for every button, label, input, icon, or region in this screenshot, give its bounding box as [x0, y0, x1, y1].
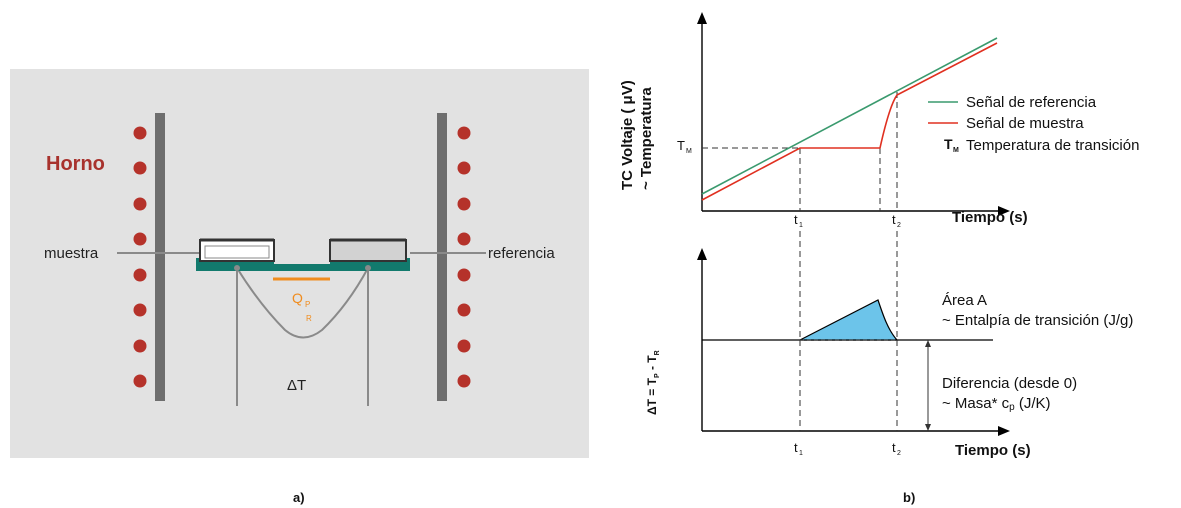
heat-flow-label: Q — [292, 290, 303, 306]
delta-t-label: ΔT — [287, 377, 306, 394]
difference-desc-unit: (J/K) — [1015, 395, 1051, 412]
reference-label: referencia — [488, 245, 555, 262]
bottom-t2-sub: 2 — [897, 450, 901, 457]
heater-dot — [457, 303, 471, 317]
left-heater-dots — [133, 126, 147, 388]
top-legend: Señal de referencia Señal de muestra T M… — [928, 94, 1139, 154]
bottom-ylabel-sub2: R — [654, 350, 661, 355]
heater-dot — [457, 161, 471, 175]
temperature-chart: TC Voltaje ( μV) ~ Temperatura T M t 1 t… — [619, 12, 1139, 229]
heater-dot — [457, 374, 471, 388]
thermocouple-curve — [236, 267, 369, 339]
left-junction — [234, 265, 240, 271]
sample-label: muestra — [44, 245, 99, 262]
top-t1-label: t — [794, 212, 798, 227]
legend-tm-prefix: T — [944, 136, 953, 152]
legend-tm-label: Temperatura de transición — [966, 137, 1139, 154]
top-t2-label: t — [892, 212, 896, 227]
bottom-ylabel-sub1: P — [654, 373, 661, 378]
furnace-label: Horno — [46, 153, 105, 175]
heat-flow-sub-top: P — [305, 300, 310, 309]
bottom-t1-label: t — [794, 440, 798, 455]
bottom-ylabel: ΔT = TP - TR — [645, 350, 661, 415]
top-ylabel-line1: TC Voltaje ( μV) — [619, 80, 636, 190]
legend-tm-prefix-sub: M — [953, 147, 959, 154]
heat-flow-sub-bottom: R — [306, 314, 312, 323]
reference-crucible — [329, 238, 407, 262]
difference-arrow-bottom — [925, 424, 931, 431]
area-description: ~ Entalpía de transición (J/g) — [942, 312, 1133, 329]
top-xlabel: Tiempo (s) — [952, 209, 1028, 226]
legend-reference-label: Señal de referencia — [966, 94, 1097, 111]
difference-title: Diferencia (desde 0) — [942, 375, 1077, 392]
bottom-y-arrow — [697, 248, 707, 260]
caption-a: a) — [293, 490, 305, 505]
transition-peak-area — [799, 299, 899, 341]
right-heater-dots — [457, 126, 471, 388]
top-t2-sub: 2 — [897, 222, 901, 229]
heater-dot — [133, 232, 147, 246]
heater-dot — [133, 161, 147, 175]
heater-dot — [133, 126, 147, 140]
dsc-cell-schematic: Horno muestra referencia Q P R ΔT a) — [10, 69, 589, 505]
top-t1-sub: 1 — [799, 222, 803, 229]
holder-gap — [274, 258, 330, 264]
heater-dot — [133, 339, 147, 353]
caption-b: b) — [903, 490, 915, 505]
heater-dot — [133, 268, 147, 282]
heater-dot — [457, 197, 471, 211]
bottom-t2-label: t — [892, 440, 896, 455]
difference-desc-sub: p — [1009, 402, 1015, 413]
heater-dot — [457, 232, 471, 246]
right-furnace-wall — [437, 113, 447, 401]
bottom-x-arrow — [998, 426, 1010, 436]
heater-dot — [457, 339, 471, 353]
heater-dot — [133, 374, 147, 388]
reference-signal-line — [701, 37, 998, 195]
top-ylabel-line2: ~ Temperatura — [638, 87, 655, 190]
delta-t-chart: ΔT = TP - TR t 1 t 2 Tiempo (s) Área A ~… — [645, 231, 1133, 505]
area-title: Área A — [942, 292, 987, 309]
legend-sample-label: Señal de muestra — [966, 115, 1084, 132]
difference-arrow-top — [925, 340, 931, 347]
bottom-ylabel-mid: - T — [645, 355, 659, 374]
bottom-xlabel: Tiempo (s) — [955, 442, 1031, 459]
heater-dot — [457, 268, 471, 282]
left-furnace-wall — [155, 113, 165, 401]
heater-dot — [133, 197, 147, 211]
tm-axis-label: T — [677, 138, 685, 153]
bottom-ylabel-main: ΔT = T — [645, 377, 659, 415]
right-junction — [365, 265, 371, 271]
difference-desc-main: ~ Masa* c — [942, 395, 1010, 412]
sample-signal-line — [701, 42, 998, 201]
svg-text:ΔT = TP - TR: ΔT = TP - TR — [645, 350, 661, 415]
difference-description: ~ Masa* cp (J/K) — [942, 395, 1051, 413]
heater-dot — [133, 303, 147, 317]
sample-crucible — [199, 238, 275, 262]
top-x-arrow — [998, 206, 1010, 216]
heater-dot — [457, 126, 471, 140]
bottom-t1-sub: 1 — [799, 450, 803, 457]
top-y-arrow — [697, 12, 707, 24]
tm-axis-sub: M — [686, 148, 692, 155]
